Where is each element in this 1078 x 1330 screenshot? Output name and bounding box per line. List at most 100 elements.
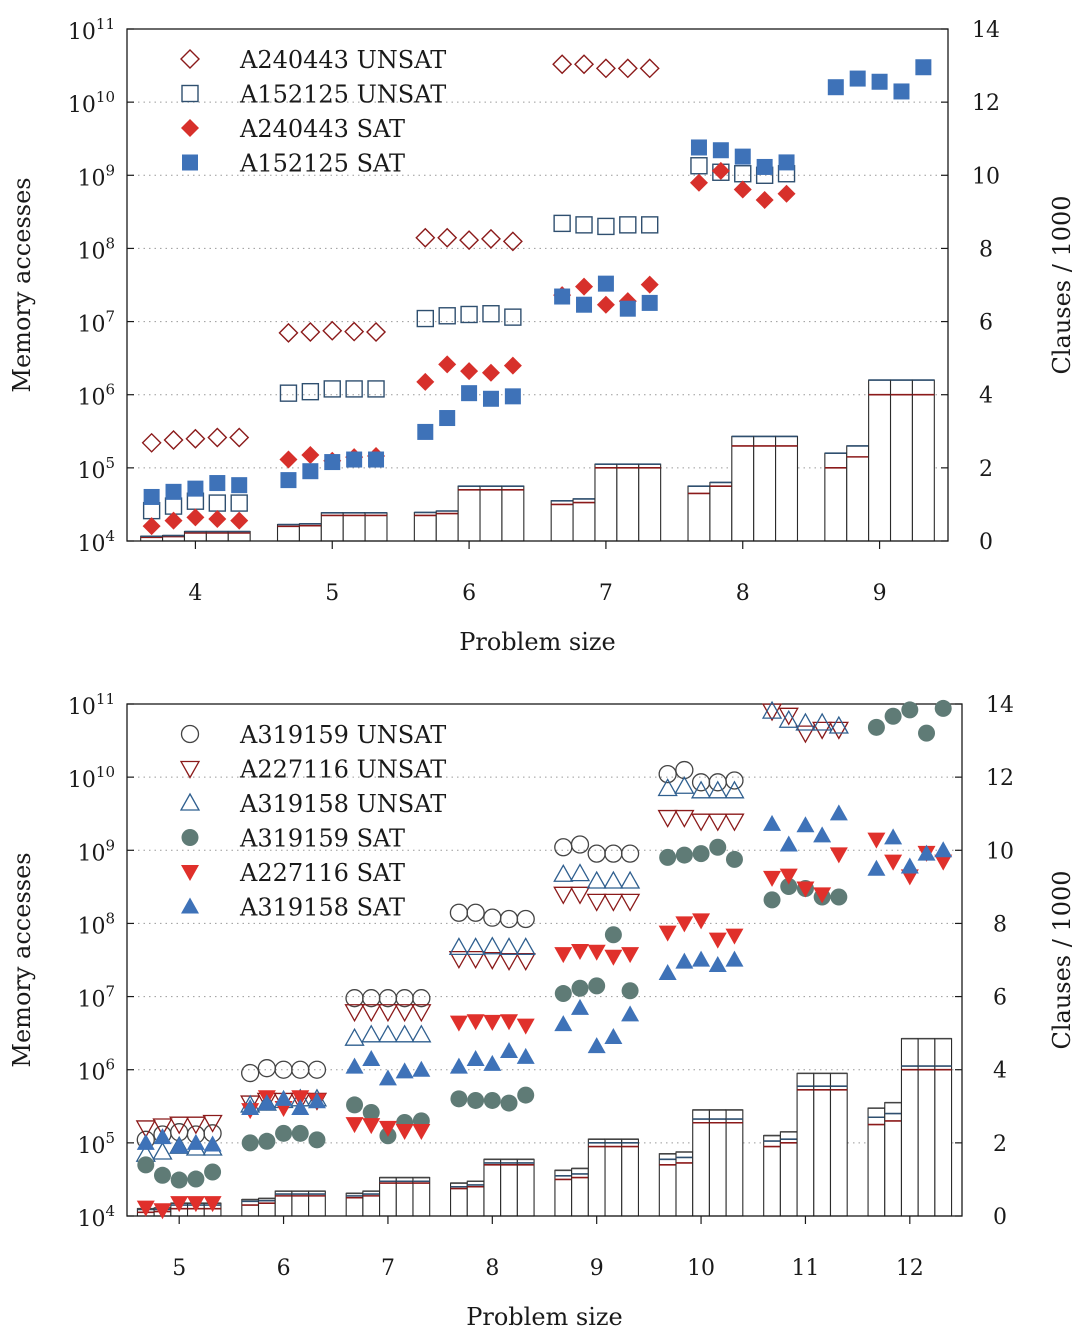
- y-tick-label-base: 10: [68, 695, 96, 720]
- data-point: [344, 1004, 365, 1023]
- data-point: [576, 296, 593, 313]
- legend-marker: [181, 119, 199, 137]
- legend-label: A152125 UNSAT: [239, 81, 446, 109]
- data-point: [346, 1096, 364, 1114]
- data-point: [756, 158, 773, 175]
- series-a152125-unsat: [142, 157, 796, 520]
- data-point: [780, 877, 798, 895]
- data-point: [415, 227, 436, 248]
- y-tick-label: 104: [77, 527, 115, 557]
- data-point: [437, 227, 458, 248]
- clause-bar: [342, 512, 366, 542]
- data-point: [725, 850, 743, 868]
- data-point: [813, 887, 832, 904]
- clause-bar: [594, 463, 618, 542]
- data-point: [621, 1005, 640, 1022]
- data-point: [482, 951, 503, 970]
- data-point: [708, 932, 727, 949]
- clause-bar: [725, 1109, 744, 1217]
- legend-label: A152125 SAT: [239, 150, 405, 178]
- y-tick-label-exp: 7: [105, 308, 115, 326]
- data-point: [482, 305, 500, 323]
- clause-bar: [846, 445, 870, 542]
- y-tick-label-exp: 4: [105, 527, 115, 545]
- x-tick-label: 7: [599, 581, 613, 606]
- data-point: [570, 943, 589, 960]
- data-point: [571, 979, 589, 997]
- data-point: [362, 1050, 381, 1067]
- data-point: [917, 844, 936, 861]
- data-point: [778, 154, 795, 171]
- data-point: [597, 217, 615, 236]
- data-point: [657, 809, 678, 828]
- data-point: [574, 54, 595, 75]
- data-point: [449, 1057, 468, 1074]
- data-point: [725, 950, 744, 967]
- data-point: [658, 925, 677, 942]
- data-point: [482, 936, 503, 955]
- data-point: [829, 804, 848, 821]
- data-point: [553, 214, 571, 233]
- data-point: [641, 294, 658, 311]
- data-point: [692, 913, 711, 930]
- data-point: [170, 1196, 189, 1213]
- clause-bar: [435, 510, 459, 542]
- clause-bar: [731, 435, 755, 542]
- data-point: [377, 1024, 399, 1043]
- series-a319159-unsat: [136, 760, 744, 1149]
- data-point: [377, 1004, 399, 1023]
- data-point: [504, 388, 521, 405]
- y-tick-label-base: 10: [77, 313, 105, 338]
- data-point: [619, 870, 641, 889]
- clause-bar: [934, 1038, 953, 1217]
- data-point: [230, 511, 249, 530]
- data-point: [185, 428, 206, 449]
- clause-bar: [516, 1158, 535, 1217]
- y-tick-label-base: 10: [68, 93, 96, 118]
- data-point: [483, 908, 502, 927]
- data-point: [500, 1042, 519, 1059]
- data-point: [465, 937, 486, 956]
- legend-label: A227116 SAT: [239, 859, 405, 887]
- x-axis-label: Problem size: [466, 1303, 623, 1330]
- y-tick-label-base: 10: [77, 532, 105, 557]
- data-point: [169, 1116, 190, 1135]
- data-point: [258, 1132, 276, 1150]
- y-tick-label: 108: [77, 909, 115, 939]
- data-point: [867, 832, 886, 849]
- legend-marker: [180, 724, 200, 744]
- data-point: [515, 952, 536, 971]
- legend: A319159 UNSAT A227116 UNSAT A319158 UNSAT A…: [179, 721, 446, 922]
- data-point: [755, 190, 774, 209]
- data-point: [812, 712, 833, 731]
- legend-label: A227116 UNSAT: [239, 756, 446, 784]
- data-point: [291, 1098, 310, 1115]
- data-point: [725, 771, 744, 790]
- data-point: [279, 384, 298, 402]
- legend-marker: [181, 897, 199, 914]
- y-tick-label: 1011: [68, 15, 115, 45]
- data-point: [674, 775, 695, 794]
- y-tick-label-exp: 6: [105, 381, 115, 399]
- data-point: [621, 947, 640, 964]
- data-point: [345, 1117, 364, 1134]
- data-point: [229, 427, 250, 448]
- clause-bar: [829, 1072, 848, 1217]
- data-point: [761, 703, 783, 722]
- data-point: [449, 903, 469, 922]
- x-tick-label: 4: [188, 581, 202, 606]
- data-point: [733, 180, 752, 199]
- series-a227116-sat: [136, 832, 953, 1220]
- data-point: [136, 1133, 155, 1150]
- data-point: [829, 847, 848, 864]
- legend-marker: [181, 865, 199, 881]
- data-point: [570, 998, 589, 1015]
- data-point: [871, 73, 888, 90]
- data-point: [153, 1203, 172, 1220]
- data-point: [438, 355, 457, 374]
- y2-tick-label: 4: [979, 384, 993, 409]
- data-point: [603, 893, 624, 912]
- data-point: [498, 952, 520, 971]
- legend: A240443 UNSAT A152125 UNSAT A240443 SAT A15…: [180, 46, 446, 178]
